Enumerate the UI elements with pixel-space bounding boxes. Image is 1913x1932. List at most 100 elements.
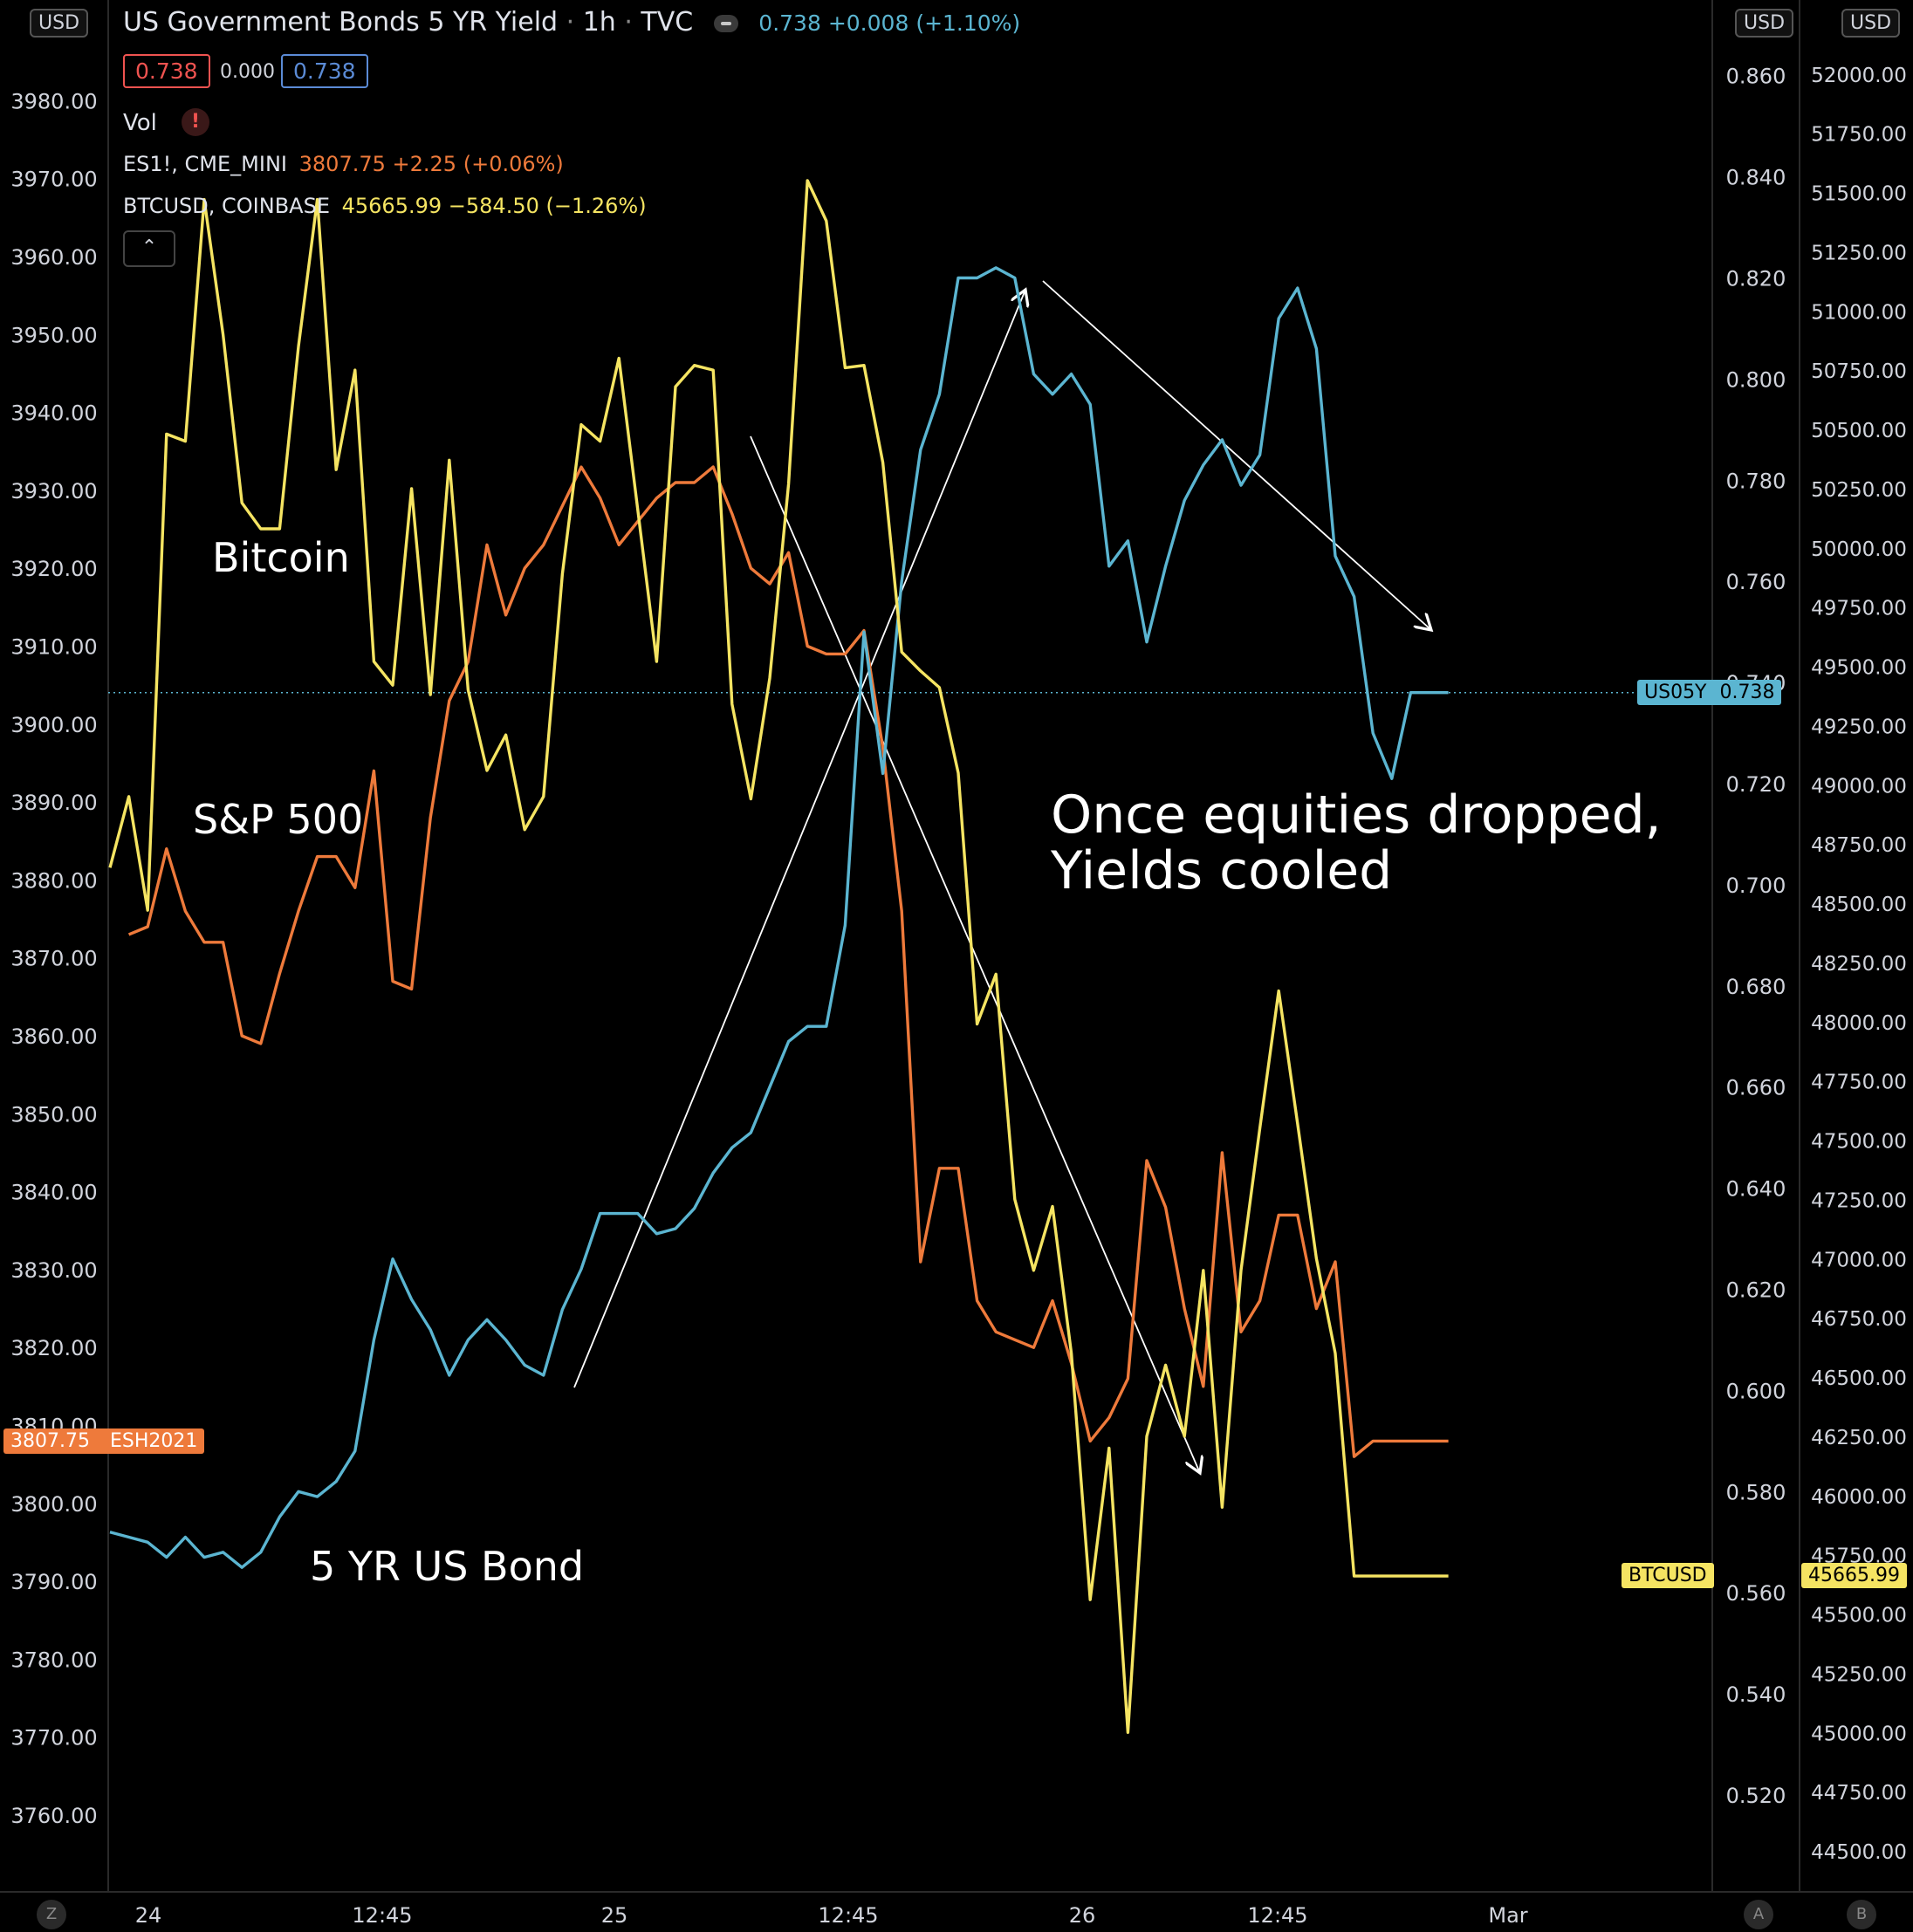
btc-tick-label: 47250.00 bbox=[1811, 1189, 1907, 1212]
btc-tick-label: 48000.00 bbox=[1811, 1012, 1907, 1035]
btc-tick-label: 51500.00 bbox=[1811, 183, 1907, 206]
yield-tick-label: 0.520 bbox=[1726, 1784, 1786, 1808]
sp500-annotation: S&P 500 bbox=[193, 796, 364, 843]
yield-tick-label: 0.540 bbox=[1726, 1682, 1786, 1707]
es-change: +2.25 bbox=[392, 152, 457, 176]
spread-value: 0.000 bbox=[220, 61, 275, 83]
btc-tick-label: 49750.00 bbox=[1811, 598, 1907, 620]
interval[interactable]: 1h bbox=[582, 7, 616, 38]
btc-legend[interactable]: BTCUSD, COINBASE 45665.99 −584.50 (−1.26… bbox=[123, 194, 647, 218]
btc-tick-label: 48250.00 bbox=[1811, 953, 1907, 976]
btc-change: −584.50 bbox=[448, 194, 539, 218]
chart-title-line: US Government Bonds 5 YR Yield · 1h · TV… bbox=[123, 7, 1021, 38]
left-tick-label: 3970.00 bbox=[10, 168, 97, 192]
btc-tick-label: 51750.00 bbox=[1811, 124, 1907, 147]
left-tick-label: 3820.00 bbox=[10, 1336, 97, 1360]
btc-tick-label: 51250.00 bbox=[1811, 242, 1907, 264]
symbol-title[interactable]: US Government Bonds 5 YR Yield bbox=[123, 7, 559, 38]
left-tick-label: 3890.00 bbox=[10, 791, 97, 815]
btc-tick-label: 49250.00 bbox=[1811, 716, 1907, 738]
btc-tick-label: 45500.00 bbox=[1811, 1605, 1907, 1627]
yield-quote: 0.738 +0.008 (+1.10%) bbox=[758, 10, 1020, 36]
btc-tick-label: 50000.00 bbox=[1811, 538, 1907, 561]
btc-tick-label: 50500.00 bbox=[1811, 420, 1907, 442]
yield-tick-label: 0.700 bbox=[1726, 874, 1786, 898]
btc-tick-label: 49000.00 bbox=[1811, 775, 1907, 798]
es-legend[interactable]: ES1!, CME_MINI 3807.75 +2.25 (+0.06%) bbox=[123, 152, 564, 176]
left-tick-label: 3760.00 bbox=[10, 1804, 97, 1828]
note-annotation: Once equities dropped, Yields cooled bbox=[1051, 787, 1662, 899]
btc-tick-label: 46750.00 bbox=[1811, 1308, 1907, 1331]
timezone-button[interactable]: Z bbox=[37, 1900, 66, 1929]
left-tick-label: 3960.00 bbox=[10, 245, 97, 270]
left-tick-label: 3840.00 bbox=[10, 1181, 97, 1205]
trend-arrow-2 bbox=[1042, 280, 1431, 630]
x-tick-label: 12:45 bbox=[1247, 1903, 1307, 1928]
es-name: ES1!, CME_MINI bbox=[123, 152, 287, 176]
trend-arrow-3 bbox=[750, 435, 1200, 1473]
x-tick-label: 26 bbox=[1069, 1903, 1096, 1928]
x-tick-label: 24 bbox=[135, 1903, 162, 1928]
yield-tick-label: 0.680 bbox=[1726, 975, 1786, 999]
left-tick-label: 3790.00 bbox=[10, 1570, 97, 1594]
left-tick-label: 3910.00 bbox=[10, 635, 97, 660]
btc-tick-label: 47750.00 bbox=[1811, 1072, 1907, 1094]
x-tick-label: 25 bbox=[601, 1903, 628, 1928]
bid-box[interactable]: 0.738 bbox=[123, 54, 210, 88]
btc-price: 45665.99 bbox=[341, 194, 442, 218]
left-tick-label: 3860.00 bbox=[10, 1024, 97, 1049]
yield-tick-label: 0.760 bbox=[1726, 570, 1786, 594]
b-scale-button[interactable]: B bbox=[1847, 1900, 1876, 1929]
warning-icon[interactable]: ! bbox=[182, 108, 209, 136]
auto-scale-button[interactable]: A bbox=[1744, 1900, 1773, 1929]
trend-arrow-1 bbox=[573, 290, 1025, 1388]
yield-tick-label: 0.640 bbox=[1726, 1177, 1786, 1202]
yield-tick-label: 0.800 bbox=[1726, 367, 1786, 392]
btc-tick-label: 44500.00 bbox=[1811, 1841, 1907, 1864]
es-change-pct: (+0.06%) bbox=[463, 152, 564, 176]
left-tick-label: 3830.00 bbox=[10, 1258, 97, 1283]
btc-tick-label: 50750.00 bbox=[1811, 360, 1907, 383]
yield-tick-label: 0.820 bbox=[1726, 267, 1786, 291]
left-tick-label: 3930.00 bbox=[10, 479, 97, 504]
left-tick-label: 3980.00 bbox=[10, 89, 97, 113]
ask-box[interactable]: 0.738 bbox=[281, 54, 368, 88]
yield-tick-label: 0.560 bbox=[1726, 1581, 1786, 1606]
yield-tick-label: 0.860 bbox=[1726, 65, 1786, 89]
x-tick-label: 12:45 bbox=[352, 1903, 412, 1928]
left-tick-label: 3940.00 bbox=[10, 401, 97, 426]
btc-tick-label: 45250.00 bbox=[1811, 1663, 1907, 1686]
yield-tag-symbol: US05Y bbox=[1644, 682, 1707, 703]
sp500-tag-symbol: ESH2021 bbox=[109, 1430, 198, 1452]
btc-tick-label: 50250.00 bbox=[1811, 479, 1907, 502]
btc-tick-label: 47000.00 bbox=[1811, 1249, 1907, 1271]
series-line-us05y bbox=[109, 266, 1449, 1569]
btc-tick-label: 48750.00 bbox=[1811, 834, 1907, 857]
btc-axis-currency[interactable]: USD bbox=[1841, 9, 1901, 38]
sp500-price-tag: 3807.75 ESH2021 bbox=[3, 1428, 205, 1454]
es-price: 3807.75 bbox=[298, 152, 386, 176]
yield-tick-label: 0.600 bbox=[1726, 1379, 1786, 1403]
left-tick-label: 3920.00 bbox=[10, 557, 97, 581]
yield-price-tag: US05Y 0.738 bbox=[1637, 680, 1782, 705]
btc-name: BTCUSD, COINBASE bbox=[123, 194, 330, 218]
vol-label[interactable]: Vol bbox=[123, 110, 157, 136]
left-tick-label: 3880.00 bbox=[10, 868, 97, 893]
chevron-up-icon[interactable]: ⌃ bbox=[123, 230, 175, 267]
yield-tick-label: 0.620 bbox=[1726, 1278, 1786, 1303]
left-axis-currency[interactable]: USD bbox=[30, 9, 89, 38]
hide-legend-pill-icon[interactable] bbox=[713, 14, 738, 32]
sp500-tag-price: 3807.75 bbox=[10, 1430, 90, 1452]
btc-tick-label: 49500.00 bbox=[1811, 657, 1907, 680]
yield-tick-label: 0.780 bbox=[1726, 469, 1786, 493]
btc-tick-label: 46500.00 bbox=[1811, 1367, 1907, 1390]
yield-axis-currency[interactable]: USD bbox=[1735, 9, 1794, 38]
btc-tick-label: 45000.00 bbox=[1811, 1723, 1907, 1745]
note-line-1: Once equities dropped, bbox=[1051, 784, 1662, 846]
yield-last: 0.738 bbox=[758, 10, 821, 36]
btc-tick-label: 44750.00 bbox=[1811, 1782, 1907, 1805]
btc-tick-label: 51000.00 bbox=[1811, 301, 1907, 324]
note-line-2: Yields cooled bbox=[1051, 840, 1393, 901]
left-tick-label: 3850.00 bbox=[10, 1102, 97, 1127]
